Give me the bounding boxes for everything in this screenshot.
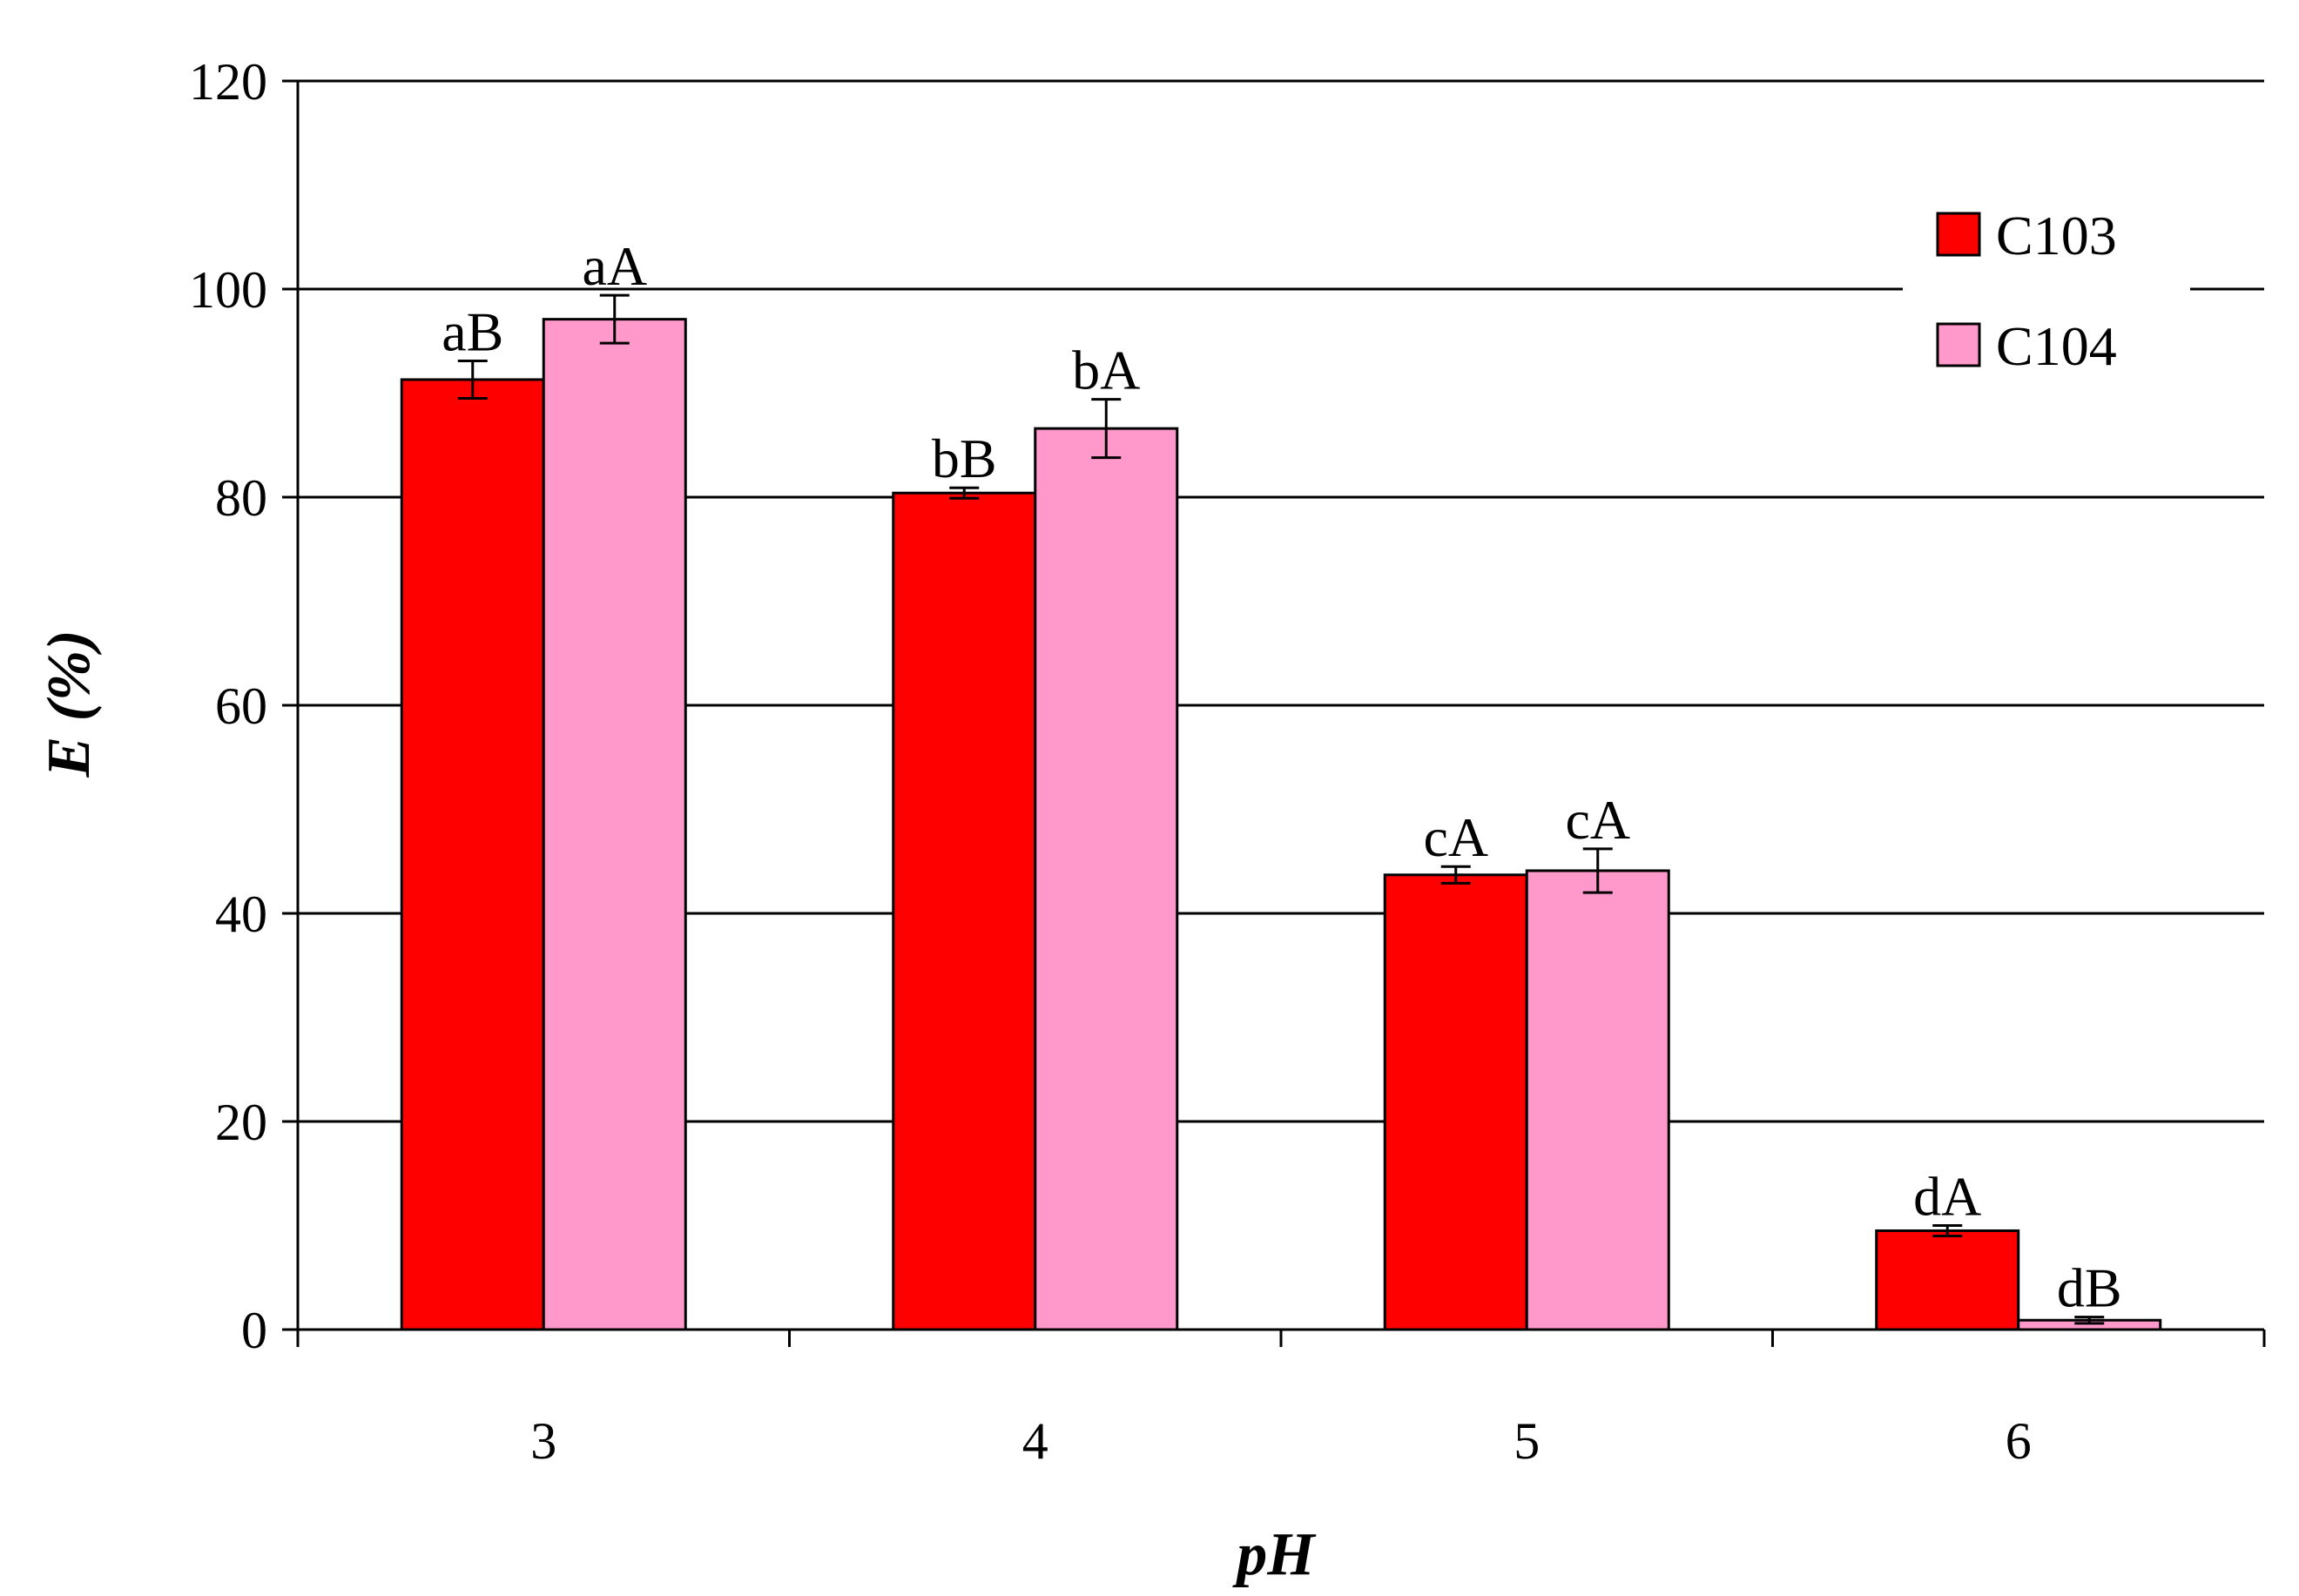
x-axis-title: pH bbox=[1232, 1521, 1317, 1588]
data-label: aA bbox=[582, 235, 647, 297]
y-axis-ticks: 0 20 40 60 80 100 120 bbox=[189, 53, 298, 1359]
y-axis-title: E (%) bbox=[36, 630, 103, 778]
data-label: bA bbox=[1072, 340, 1140, 401]
data-label: dB bbox=[2057, 1257, 2122, 1319]
y-tick-label: 0 bbox=[241, 1302, 267, 1359]
data-label: cA bbox=[1423, 806, 1488, 868]
bar-c104-ph5 bbox=[1525, 869, 1670, 1331]
x-tick-label: 6 bbox=[2006, 1412, 2032, 1470]
y-tick-label: 80 bbox=[215, 469, 267, 527]
bars bbox=[400, 318, 2162, 1331]
bar-c104-ph3 bbox=[542, 318, 687, 1331]
y-tick-label: 120 bbox=[189, 53, 267, 111]
data-label: aB bbox=[442, 300, 503, 362]
y-tick-label: 60 bbox=[215, 677, 267, 735]
x-tick-label: 5 bbox=[1514, 1412, 1540, 1470]
legend-label-c103: C103 bbox=[1996, 205, 2117, 266]
data-label: dA bbox=[1913, 1166, 1981, 1228]
bar-c103-ph4 bbox=[892, 491, 1037, 1331]
x-tick-label: 4 bbox=[1022, 1412, 1048, 1470]
y-tick-label: 100 bbox=[189, 261, 267, 319]
bar-c104-ph4 bbox=[1034, 427, 1179, 1331]
bar-c103-ph3 bbox=[400, 378, 545, 1331]
bar-c103-ph6 bbox=[1875, 1229, 2020, 1331]
x-axis-ticks: 3 4 5 6 bbox=[296, 1330, 2266, 1470]
bar-c103-ph5 bbox=[1383, 873, 1528, 1331]
legend-swatch-c103 bbox=[1936, 212, 1981, 257]
legend-swatch-c104 bbox=[1936, 322, 1981, 367]
data-label: bB bbox=[932, 428, 997, 489]
legend: C103 C104 bbox=[1903, 199, 2190, 394]
legend-label-c104: C104 bbox=[1996, 315, 2117, 377]
data-labels: aB aA bB bA cA cA dA dB bbox=[442, 235, 2121, 1318]
x-tick-label: 3 bbox=[530, 1412, 556, 1470]
y-tick-label: 40 bbox=[215, 886, 267, 943]
error-bars bbox=[457, 293, 2105, 1325]
y-tick-label: 20 bbox=[215, 1094, 267, 1151]
data-label: cA bbox=[1565, 789, 1630, 851]
